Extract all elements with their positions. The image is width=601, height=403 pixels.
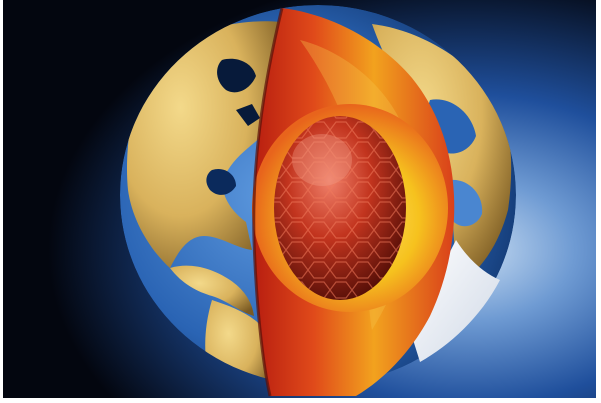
cut-edge-shadow — [252, 7, 284, 397]
right-ocean-patch-2 — [444, 179, 483, 227]
white-border-left — [0, 0, 3, 403]
hudson-bay-water — [217, 58, 256, 93]
central-america-landmass — [170, 265, 254, 316]
inner-core — [274, 116, 406, 300]
lakes-water — [236, 104, 260, 126]
gulf-water — [206, 168, 236, 195]
globe-white-rim — [410, 240, 500, 362]
white-border-right — [596, 0, 601, 403]
white-border-bottom — [0, 398, 601, 403]
